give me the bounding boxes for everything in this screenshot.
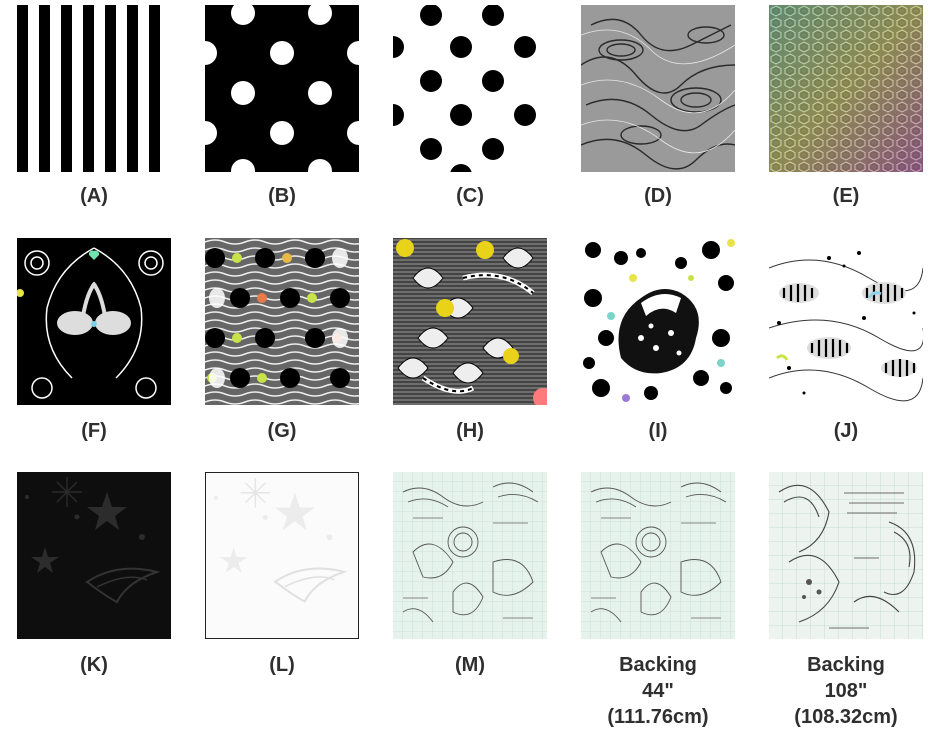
label-b: (B) [268,185,296,207]
swatch-b [205,5,359,172]
label-f: (F) [81,420,107,442]
swatch-a [17,5,171,172]
label-g: (G) [267,420,297,442]
label-k: (K) [80,654,108,676]
swatch-f [17,238,171,405]
label-e: (E) [832,185,860,207]
label-i: (I) [648,420,668,442]
label-j: (J) [833,420,859,442]
label-c: (C) [456,185,484,207]
swatch-i [581,238,735,405]
swatch-backing-44 [581,472,735,639]
label-l: (L) [269,654,295,676]
label-backing-44-line-1: Backing [619,654,697,676]
label-backing-44-line-2: 44" [642,680,674,702]
label-backing-108-line-2: 108" [824,680,868,702]
swatch-backing-108 [769,472,923,639]
label-a: (A) [80,185,108,207]
label-backing-44: Backing 44" (111.76cm) [573,652,743,730]
label-backing-44-line-3: (111.76cm) [607,706,709,728]
swatch-e [769,5,923,172]
swatch-k [17,472,171,639]
swatch-l [205,472,359,639]
swatch-c [393,5,547,172]
label-backing-108-line-3: (108.32cm) [794,706,898,728]
label-backing-108-line-1: Backing [807,654,885,676]
swatch-d [581,5,735,172]
swatch-m [393,472,547,639]
label-h: (H) [456,420,484,442]
swatch-h [393,238,547,405]
swatch-j [769,238,923,405]
label-backing-108: Backing 108" (108.32cm) [761,652,931,730]
label-m: (M) [455,654,485,676]
swatch-g [205,238,359,405]
label-d: (D) [644,185,672,207]
